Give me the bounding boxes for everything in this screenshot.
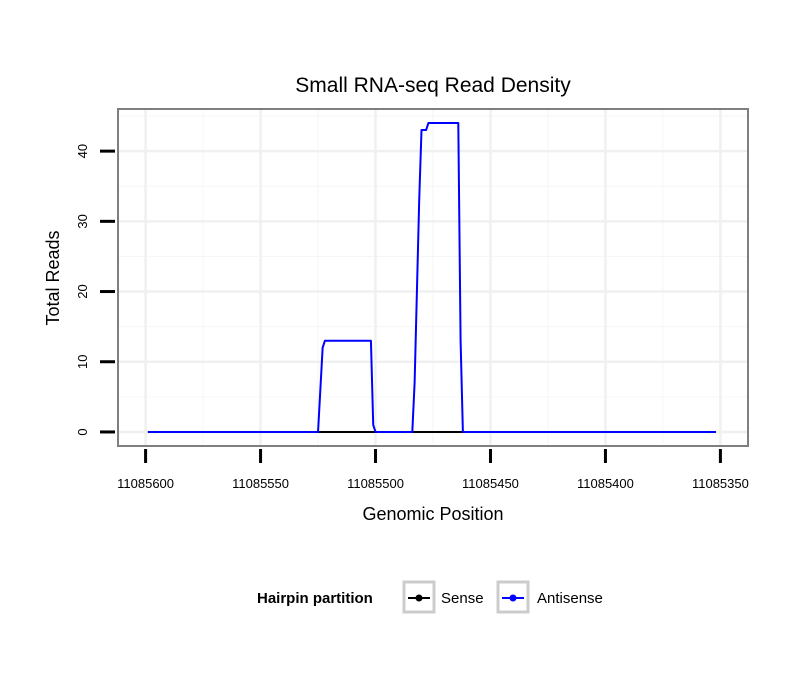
y-tick-label: 0 (75, 428, 90, 435)
y-tick-label: 20 (75, 284, 90, 298)
legend: Hairpin partition Sense Antisense (257, 580, 603, 614)
x-tick-label: 11085350 (692, 476, 749, 491)
y-tick-label: 40 (75, 144, 90, 158)
legend-label-sense: Sense (441, 590, 484, 607)
series-line-antisense (147, 122, 716, 433)
plot-grid (118, 109, 748, 446)
chart-title: Small RNA-seq Read Density (295, 74, 571, 97)
y-tick-label: 10 (75, 355, 90, 369)
legend-swatch-sense-point (415, 594, 423, 602)
x-tick-label: 11085500 (347, 476, 404, 491)
y-axis: 0 10 20 30 40 (75, 144, 115, 436)
x-axis: 11085600 11085550 11085500 11085450 11085400… (117, 449, 749, 491)
series-layer (147, 122, 716, 433)
legend-title: Hairpin partition (257, 590, 373, 607)
x-tick-label: 11085550 (232, 476, 289, 491)
y-tick-label: 30 (75, 214, 90, 228)
x-axis-title: Genomic Position (362, 504, 503, 524)
y-axis-title: Total Reads (43, 230, 63, 325)
legend-label-antisense: Antisense (537, 590, 603, 607)
plot-panel (117, 108, 749, 447)
x-tick-label: 11085400 (577, 476, 634, 491)
x-tick-label: 11085600 (117, 476, 174, 491)
x-tick-label: 11085450 (462, 476, 519, 491)
legend-swatch-antisense-point (509, 594, 517, 602)
